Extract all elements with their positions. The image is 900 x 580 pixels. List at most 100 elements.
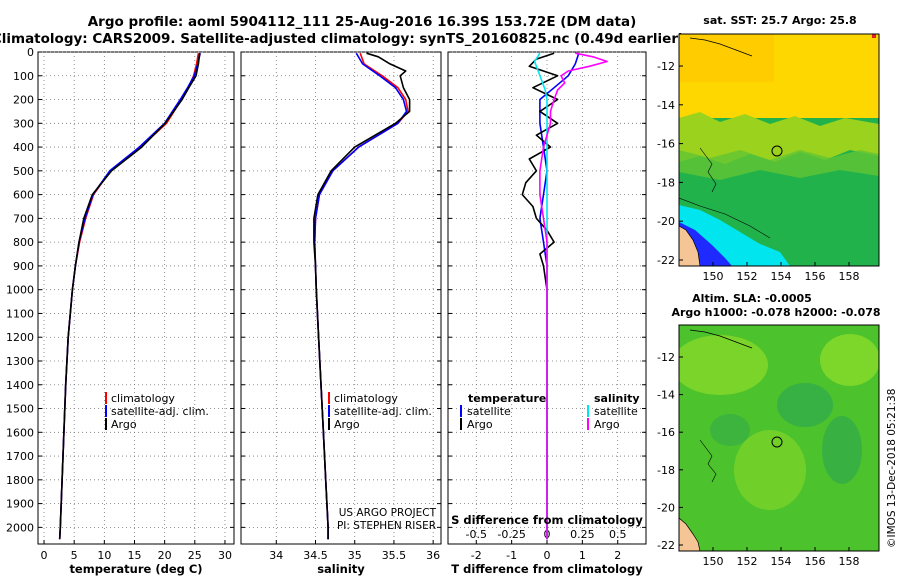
map-y-tick-label: -22 — [657, 254, 675, 267]
x-tick-label: 35.5 — [382, 549, 407, 562]
series-satellite-adj-clim- — [313, 52, 408, 540]
x-tick-label: 10 — [97, 549, 111, 562]
x-tick-label: 1 — [579, 549, 586, 562]
map-x-tick-label: 150 — [703, 270, 724, 283]
project-credit: US ARGO PROJECT — [339, 507, 437, 519]
map-tick-labels: 150 152 154 156 158 -12 -14 -16 -18 -20 -22 150 152 1… — [657, 60, 859, 568]
salinity-xlabel: salinity — [317, 562, 365, 576]
map-x-tick-label: 156 — [805, 555, 826, 568]
series-salinity-argo — [539, 52, 608, 540]
legend-climatology-label: climatology — [111, 392, 175, 405]
series-argo — [313, 52, 411, 540]
sst-coastline — [689, 37, 753, 57]
depth-tick-label: 1500 — [6, 403, 34, 416]
top-x-tick-label: -0.25 — [497, 528, 525, 541]
figure-subtitle: Climatology: CARS2009. Satellite-adjuste… — [0, 31, 684, 47]
top-x-tick-label: 0.5 — [609, 528, 627, 541]
map-x-tick-label: 152 — [737, 555, 758, 568]
difference-profile-lines — [521, 52, 608, 540]
depth-tick-label: 0 — [27, 46, 34, 59]
top-x-tick-label: -0.5 — [466, 528, 487, 541]
depth-tick-label: 1600 — [6, 426, 34, 439]
map-x-tick-label: 154 — [771, 270, 792, 283]
timestamp-credit: ©IMOS 13-Dec-2018 05:21:38 — [886, 389, 898, 548]
depth-tick-label: 900 — [13, 260, 34, 273]
sla-high-1 — [679, 335, 768, 395]
salinity-profile-lines — [313, 52, 411, 540]
legend-satellite-label: satellite-adj. clim. — [334, 405, 432, 418]
x-tick-label: 5 — [71, 549, 78, 562]
series-temperature-satellite — [539, 52, 580, 540]
x-tick-label: 0 — [41, 549, 48, 562]
sla-islands — [699, 439, 717, 483]
map-y-tick-label: -22 — [657, 539, 675, 552]
depth-tick-label: 1400 — [6, 379, 34, 392]
legend-t-satellite-label: satellite — [467, 405, 511, 418]
depth-tick-label: 2000 — [6, 521, 34, 534]
depth-tick-label: 1300 — [6, 355, 34, 368]
x-tick-label: 36 — [426, 549, 440, 562]
x-tick-labels: 0 5 10 15 20 25 30 34 34.5 35 35.5 36 -2 -1 0 1 2 -0.5 -0.… — [41, 528, 627, 562]
map-x-tick-label: 154 — [771, 555, 792, 568]
depth-tick-labels: 0 100 200 300 400 500 600 700 800 900 1000 1100 1200… — [6, 46, 34, 534]
sla-map-subtitle: Argo h1000: -0.078 h2000: -0.078 — [671, 306, 880, 319]
sla-coastline — [689, 329, 753, 349]
salinity-legend: climatology satellite-adj. clim. Argo — [328, 392, 432, 431]
difference-temperature-legend: temperature satellite Argo — [460, 392, 546, 431]
depth-tick-label: 1200 — [6, 331, 34, 344]
difference-xlabel: T difference from climatology — [451, 562, 643, 576]
sst-hot-pixel — [872, 34, 876, 38]
difference-xlabel-top: S difference from climatology — [451, 513, 643, 527]
sst-islands — [699, 147, 717, 193]
depth-tick-label: 1000 — [6, 284, 34, 297]
series-satellite-adj-clim- — [58, 53, 201, 540]
x-tick-label: 30 — [218, 549, 232, 562]
depth-tick-label: 800 — [13, 236, 34, 249]
sst-mid-band — [679, 112, 879, 164]
figure-title: Argo profile: aoml 5904112_111 25-Aug-20… — [88, 14, 637, 30]
map-y-tick-label: -14 — [657, 99, 675, 112]
x-tick-label: -2 — [471, 549, 482, 562]
sst-reef-contour — [679, 197, 771, 239]
temperature-legend: climatology satellite-adj. clim. Argo — [105, 392, 209, 431]
legend-salinity-title: salinity — [594, 392, 640, 405]
map-x-tick-label: 156 — [805, 270, 826, 283]
map-y-tick-label: -18 — [657, 176, 675, 189]
x-tick-label: 0 — [544, 549, 551, 562]
legend-argo-label: Argo — [111, 418, 137, 431]
sla-map-title: Altim. SLA: -0.0005 — [692, 292, 812, 305]
legend-s-argo-label: Argo — [594, 418, 620, 431]
x-tick-label: 25 — [188, 549, 202, 562]
top-x-tick-label: 0.25 — [570, 528, 595, 541]
difference-salinity-legend: salinity satellite Argo — [587, 392, 640, 431]
pi-credit: PI: STEPHEN RISER — [337, 520, 436, 532]
x-tick-label: 20 — [158, 549, 172, 562]
x-tick-label: 35 — [348, 549, 362, 562]
legend-argo-label: Argo — [334, 418, 360, 431]
sla-low-1 — [777, 383, 833, 427]
legend-s-satellite-label: satellite — [594, 405, 638, 418]
x-tick-label: 34.5 — [303, 549, 328, 562]
map-x-tick-label: 158 — [839, 555, 860, 568]
map-y-tick-label: -16 — [657, 138, 675, 151]
series-climatology — [58, 53, 200, 540]
sst-map-title: sat. SST: 25.7 Argo: 25.8 — [703, 14, 856, 27]
sla-map — [679, 325, 879, 551]
sst-land — [679, 225, 701, 266]
temperature-panel-frame — [37, 51, 235, 545]
legend-climatology-label: climatology — [334, 392, 398, 405]
legend-temperature-title: temperature — [468, 392, 546, 405]
legend-t-argo-label: Argo — [467, 418, 493, 431]
sla-map-frame — [678, 324, 880, 552]
sst-green-band — [679, 150, 879, 180]
map-y-tick-label: -18 — [657, 464, 675, 477]
map-y-tick-label: -14 — [657, 389, 675, 402]
x-tick-label: -1 — [506, 549, 517, 562]
depth-tick-label: 700 — [13, 212, 34, 225]
temperature-profile-lines — [58, 53, 201, 540]
depth-tick-label: 1800 — [6, 474, 34, 487]
sla-low-3 — [710, 414, 750, 446]
sla-argo-location-marker — [771, 436, 783, 448]
depth-tick-label: 500 — [13, 165, 34, 178]
